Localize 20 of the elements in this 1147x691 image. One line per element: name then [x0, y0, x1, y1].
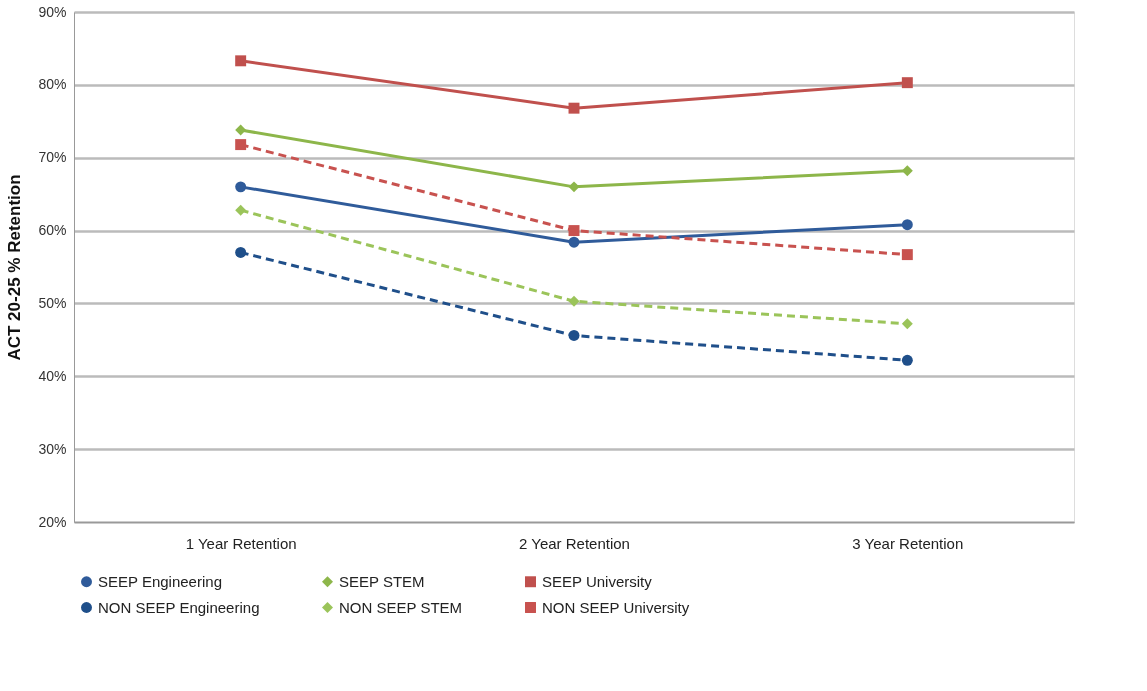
point: [901, 354, 913, 366]
y-tick-label: 20%: [38, 513, 67, 530]
legend-label: SEEP Engineering: [98, 572, 222, 590]
y-tick-label: 30%: [38, 440, 67, 457]
legend-label: NON SEEP STEM: [339, 598, 463, 616]
point: [901, 249, 913, 261]
x-tick-label: 3 Year Retention: [852, 534, 964, 552]
x-tick-label: 1 Year Retention: [185, 534, 297, 552]
x-tick-label: 2 Year Retention: [519, 534, 630, 552]
legend-label: NON SEEP University: [542, 598, 690, 616]
y-tick-label: 70%: [38, 149, 67, 166]
y-tick-label: 40%: [38, 367, 67, 384]
y-axis-title: ACT 20-25 % Retention: [5, 174, 25, 361]
legend-label: SEEP STEM: [339, 572, 425, 590]
y-tick-label: 90%: [38, 3, 67, 20]
y-tick-label: 80%: [38, 76, 67, 93]
y-tick-label: 50%: [38, 294, 67, 311]
legend-label: NON SEEP Engineering: [98, 598, 260, 616]
y-tick-label: 60%: [38, 222, 67, 239]
legend-label: SEEP University: [542, 572, 653, 590]
